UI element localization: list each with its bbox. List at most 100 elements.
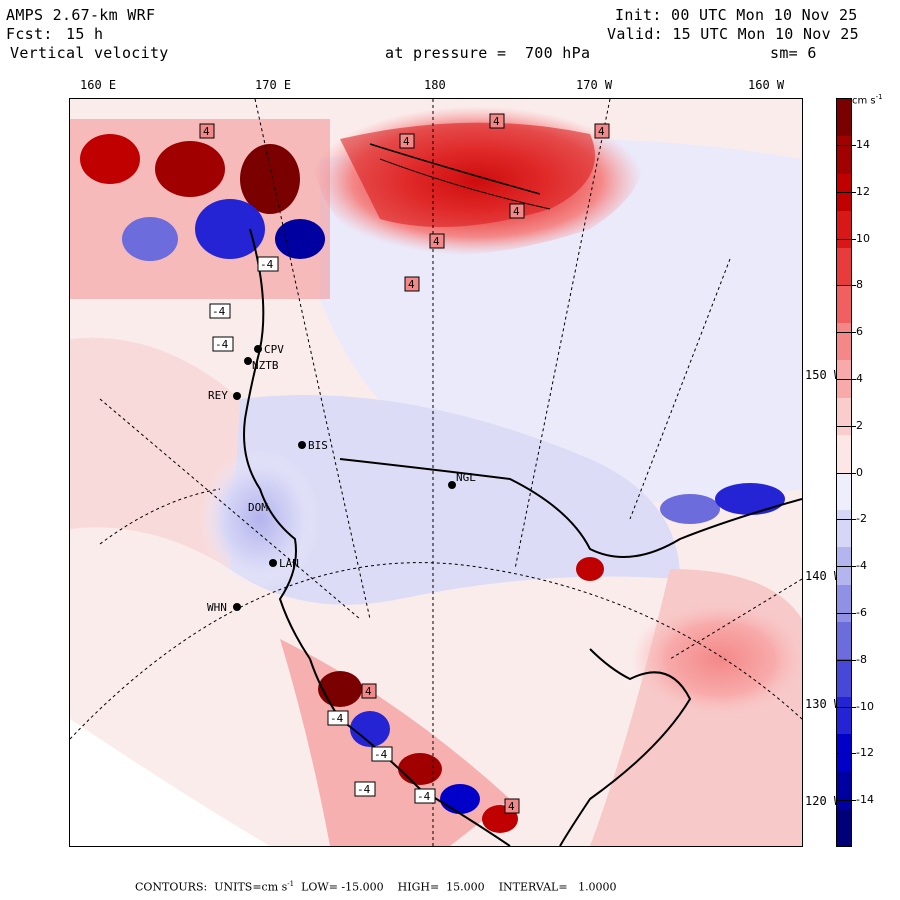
lon-label-160e: 160 E [80,78,117,92]
svg-text:NGL: NGL [456,471,476,484]
coastline-east [559,648,692,846]
svg-text:BIS: BIS [308,439,328,452]
station-dom[interactable]: DOM [248,501,268,514]
lon-label-180: 180 [424,78,446,92]
lon-label-170e: 170 E [255,78,292,92]
station-rey[interactable]: REY [208,389,241,402]
svg-text:CPV: CPV [264,343,284,356]
colorbar-tick [836,145,856,146]
station-lan[interactable]: LAN [269,557,299,570]
svg-text:LAN: LAN [279,557,299,570]
graticule [70,99,802,846]
colorbar-tick [836,613,856,614]
colorbar-swatch [837,771,851,810]
colorbar-tick [836,238,856,240]
colorbar-tick [836,519,856,521]
colorbar-swatch [837,696,851,735]
station-cpv[interactable]: CPV [254,343,284,356]
colorbar-tick-label: 14 [856,138,870,151]
colorbar-tick [836,706,856,708]
station-bis[interactable]: BIS [298,439,328,452]
ice-shelf-edge [339,458,802,558]
colorbar-tick [836,800,856,802]
field-name: Vertical velocity [10,44,169,62]
colorbar-swatch [837,733,851,772]
outside-domain-sw [70,719,270,846]
colorbar-tick-label: 6 [856,325,863,339]
contour-label: -4 [215,338,229,351]
contour-label: -4 [330,712,344,725]
colorbar-tick [836,425,856,427]
pink-patch-east [630,599,802,719]
forecast-label: Fcst: [6,25,53,43]
contour-label: 4 [513,205,520,218]
colorbar-tick-label: 0 [856,465,863,479]
station-ngl[interactable]: NGL [448,471,476,489]
contour-label: -4 [417,790,431,803]
colorbar-swatch [837,659,851,698]
colorbar-swatch [837,211,851,249]
colorbar-swatch [837,472,851,511]
contour-label: -4 [260,258,274,271]
svg-text:WHN: WHN [207,601,227,614]
forecast-hours: 15 h [66,25,104,43]
blue-patch-dom [200,449,320,589]
colorbar-tick [836,332,856,334]
colorbar-swatch [837,435,851,473]
colorbar-swatch [837,136,851,175]
colorbar-tick-label: 12 [856,184,870,198]
map-canvas: 4 4 4 4 4 4 4 4 4 -4 -4 -4 -4 [70,99,802,846]
contour-label: 4 [598,125,605,138]
colorbar-tick-label: 2 [856,418,863,432]
colorbar-tick-label: 10 [856,231,870,245]
colorbar-tick [836,753,856,755]
pressure-level: at pressure = 700 hPa [385,44,591,62]
colorbar-tick-label: -4 [856,559,867,573]
colorbar-swatch [837,621,851,660]
contour-info-footer: CONTOURS: UNITS=cm s-1 LOW= -15.000 HIGH… [135,880,617,894]
vertical-velocity-map: 4 4 4 4 4 4 4 4 4 -4 -4 -4 -4 [69,98,803,847]
colorbar-tick-label: 4 [856,372,863,385]
ascent-core [340,122,595,227]
colorbar-tick [836,659,856,661]
colorbar-tick-label: -10 [856,699,874,713]
contour-label: 4 [408,278,415,291]
colorbar-swatch [837,323,851,361]
station-nztb[interactable]: NZTB [244,357,279,372]
valid-time: Valid: 15 UTC Mon 10 Nov 25 [607,25,859,43]
lon-label-170w: 170 W [576,78,613,92]
contour-label: -4 [374,748,388,761]
contour-label: 4 [365,685,372,698]
svg-text:REY: REY [208,389,228,402]
colorbar-tick [836,191,856,193]
contours-high: HIGH= 15.000 [397,880,485,894]
svg-text:NZTB: NZTB [252,359,279,372]
colorbar-tick [836,379,856,380]
colorbar-swatch [837,584,851,623]
nw-mountain-noise [80,134,325,261]
colorbar-swatch [837,248,851,287]
lon-label-160w: 160 W [748,78,785,92]
smoothing-label: sm= 6 [770,44,817,62]
east-coast-noise [576,483,785,581]
colorbar-swatch [837,285,851,324]
colorbar-tick-label: -8 [856,652,867,666]
colorbar-swatch [837,547,851,586]
ascent-contour-1 [369,143,541,195]
colorbar-tick [836,566,856,568]
contour-label: 4 [508,800,515,813]
station-whn[interactable]: WHN [207,601,241,614]
contour-label: -4 [357,783,371,796]
colorbar-swatch [837,509,851,548]
coastline-west [243,228,511,846]
stations: CPV NZTB REY BIS NGL DOM [207,343,476,614]
contour-label: -4 [212,305,226,318]
colorbar-tick-label: -12 [856,746,874,760]
init-time: Init: 00 UTC Mon 10 Nov 25 [615,6,858,24]
pink-field-west [70,337,240,569]
blue-field-central [230,395,680,605]
colorbar-swatch [837,397,851,436]
contour-label: 4 [433,235,440,248]
colorbar-tick-label: -6 [856,606,867,619]
contour-label: 4 [403,135,410,148]
